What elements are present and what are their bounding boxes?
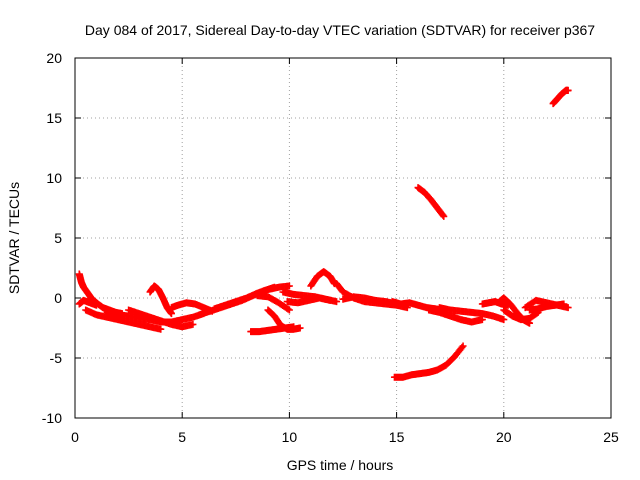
tick-labels: 0 5 10 15 20 25 -10 -5 0 5 10 15 20 bbox=[42, 50, 619, 445]
series-arc-peak-11h bbox=[307, 268, 338, 290]
y-tick-label: -5 bbox=[50, 350, 63, 366]
x-tick-label: 5 bbox=[178, 429, 186, 445]
series-arc-low-1 bbox=[82, 306, 165, 333]
data-point bbox=[478, 316, 486, 324]
data-point bbox=[189, 320, 197, 328]
data-point-interp bbox=[439, 211, 447, 219]
series-arc-18-20h bbox=[435, 304, 508, 324]
series-arc-8-10h-low bbox=[247, 323, 298, 336]
data-point bbox=[560, 300, 568, 308]
data-point bbox=[326, 296, 334, 304]
data-point-interp bbox=[284, 305, 292, 313]
x-tick-label: 0 bbox=[71, 429, 79, 445]
data-point bbox=[564, 86, 572, 94]
series-arc-9-10h bbox=[253, 292, 293, 314]
data-point bbox=[285, 282, 293, 290]
y-tick-label: 10 bbox=[46, 170, 62, 186]
data-point bbox=[459, 342, 467, 350]
series-arc-7-10h bbox=[210, 282, 293, 313]
y-tick-label: 15 bbox=[46, 110, 62, 126]
series-arc-20-21h-low bbox=[500, 306, 542, 324]
data-point bbox=[500, 316, 508, 324]
data-point bbox=[285, 306, 293, 314]
series-arc-4-6h bbox=[167, 299, 216, 315]
series-arc-10-12h-b bbox=[283, 294, 334, 307]
y-tick-label: -10 bbox=[42, 410, 62, 426]
y-tick-label: 0 bbox=[54, 290, 62, 306]
series-arc-21-23h-b bbox=[526, 300, 568, 314]
series-arc-low-3 bbox=[125, 306, 197, 331]
series-arc-bump-4h bbox=[146, 282, 175, 318]
x-tick-label: 25 bbox=[603, 429, 619, 445]
x-tick-label: 20 bbox=[496, 429, 512, 445]
x-tick-label: 10 bbox=[282, 429, 298, 445]
y-tick-label: 5 bbox=[54, 230, 62, 246]
data-points bbox=[75, 86, 572, 381]
y-tick-label: 20 bbox=[46, 50, 62, 66]
data-point bbox=[440, 212, 448, 220]
chart-title: Day 084 of 2017, Sidereal Day-to-day VTE… bbox=[85, 22, 595, 38]
data-point-interp bbox=[458, 343, 466, 351]
x-axis-label: GPS time / hours bbox=[287, 457, 394, 473]
data-point bbox=[296, 324, 304, 332]
series-arc-high-22h bbox=[549, 86, 572, 108]
data-point bbox=[167, 310, 175, 318]
series-arc-17-19h bbox=[425, 306, 486, 326]
x-tick-label: 15 bbox=[389, 429, 405, 445]
data-point bbox=[92, 301, 100, 309]
plot-frame bbox=[74, 57, 612, 419]
data-point bbox=[564, 304, 572, 312]
series-arc-low-15-18h bbox=[390, 342, 467, 381]
series-arc-start-lower bbox=[75, 296, 100, 309]
data-point bbox=[290, 323, 298, 331]
data-point bbox=[333, 298, 341, 306]
series-arc-high-16h bbox=[414, 184, 448, 220]
y-axis-label: SDTVAR / TECUs bbox=[6, 182, 22, 294]
data-point bbox=[157, 325, 165, 333]
